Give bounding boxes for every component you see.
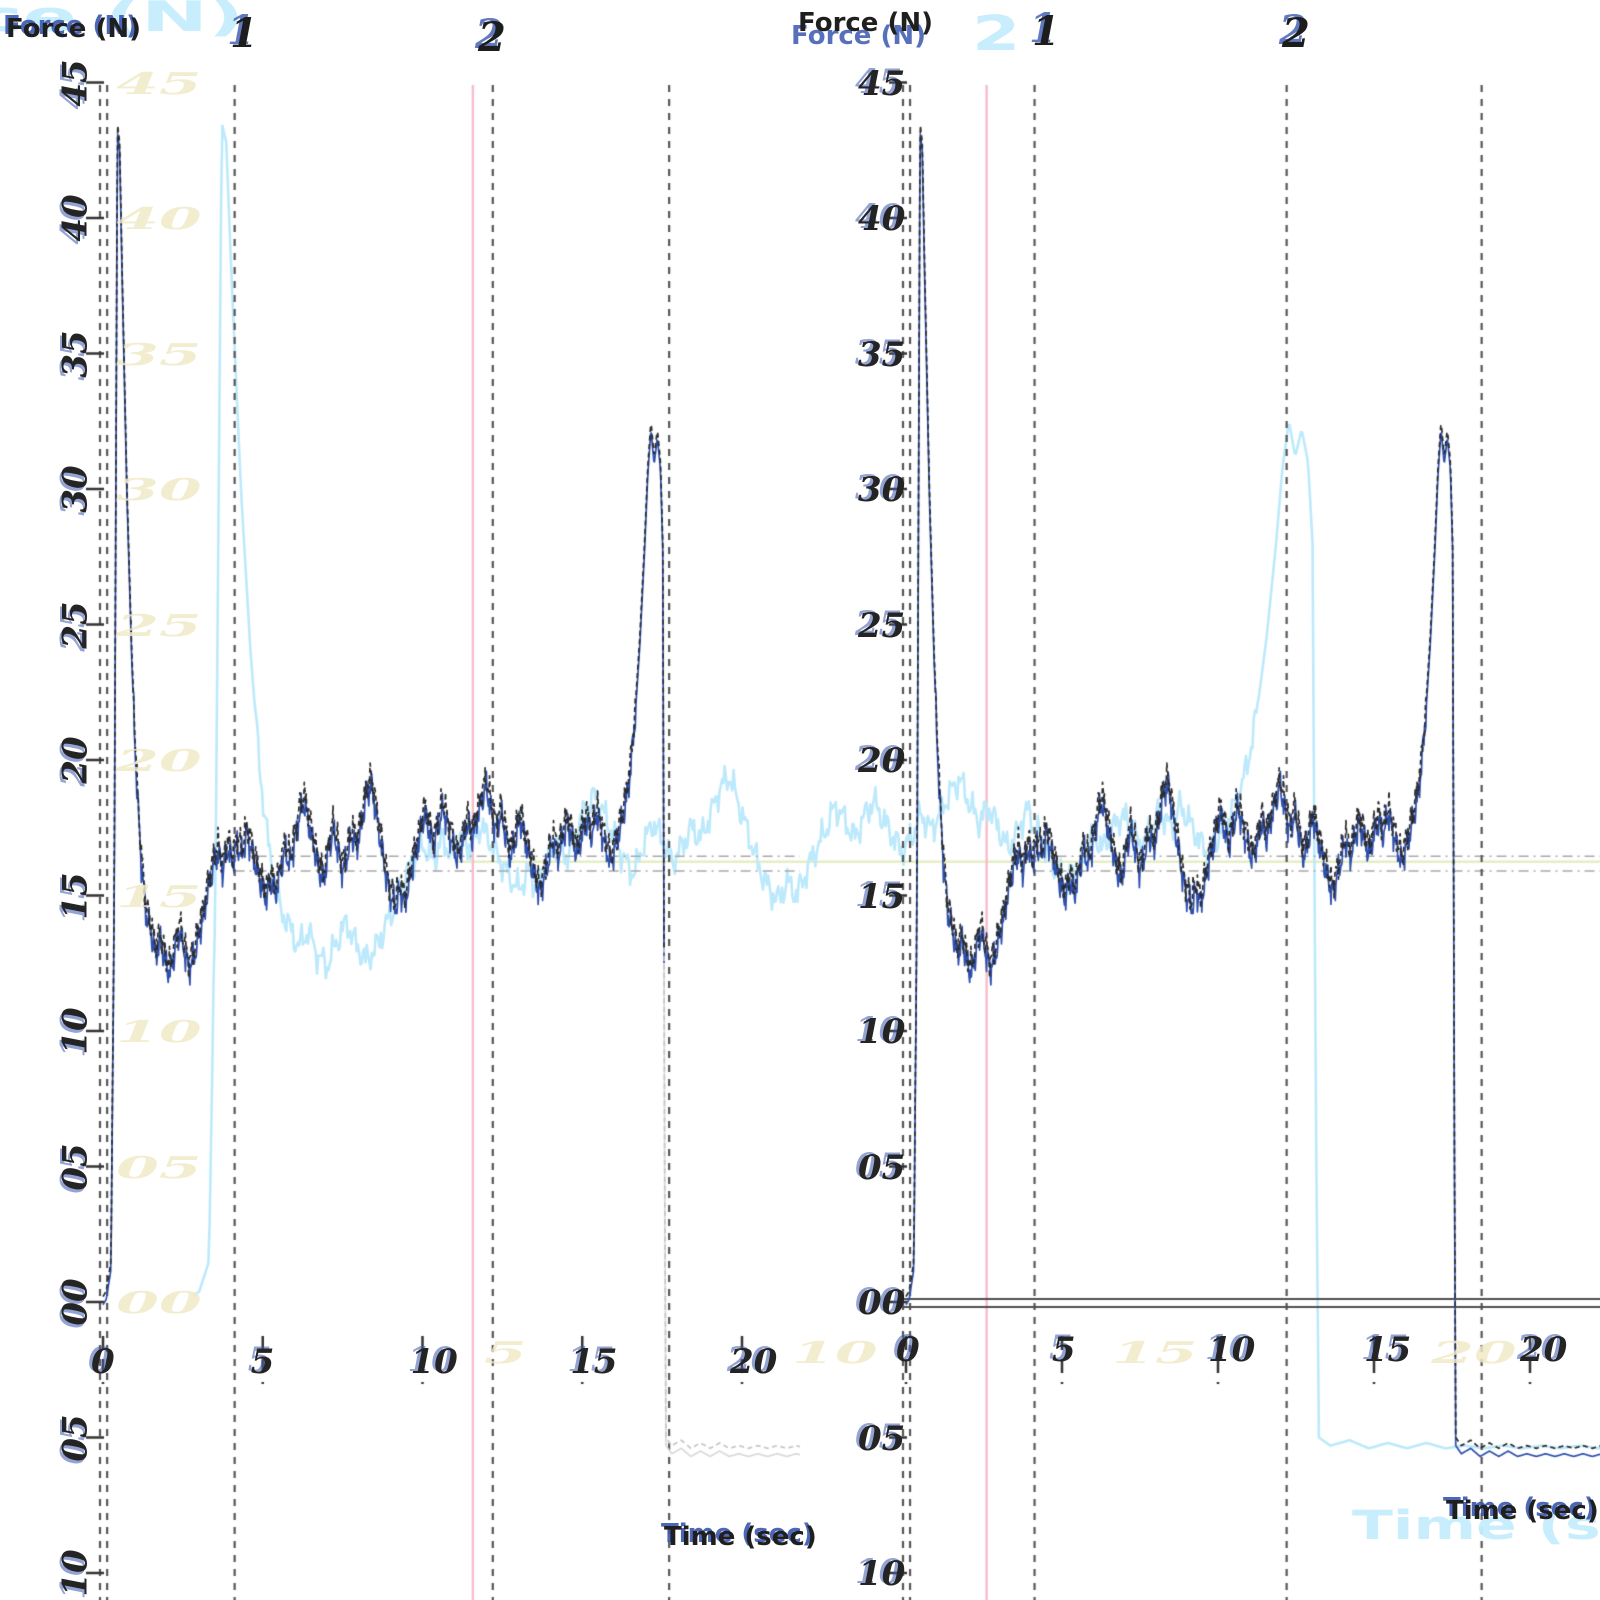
ghost-y-tick-label: 45 <box>116 66 202 102</box>
ghost-y-tick-label: 25 <box>116 608 202 644</box>
ghost-x-tick-label: 10 <box>792 1336 878 1371</box>
right-y-tick-label: 10 <box>858 1012 906 1052</box>
ghost-y-tick-label: 20 <box>116 744 202 779</box>
ghost-y-tick-label: 00 <box>116 1286 202 1321</box>
right-x-tick-label: 5 <box>1052 1330 1076 1370</box>
left-y-tick-label: 05 <box>55 1142 96 1191</box>
ghost-y-tick-label: 35 <box>116 337 202 373</box>
ghost-y-tick-label: 15 <box>116 879 202 915</box>
right-y-tick-label: 40 <box>858 199 906 239</box>
left-y-tick-label: 05 <box>55 1413 96 1462</box>
left-x-tick-label: 5 <box>250 1342 275 1382</box>
right-x-tick-label: 10 <box>1208 1330 1256 1370</box>
right-y-tick-label: 05 <box>858 1147 906 1188</box>
left-panel-y-axis-title: Force (N) <box>6 14 142 44</box>
left-y-tick-label: 20 <box>55 736 96 784</box>
right-y-tick-label: 30 <box>858 470 906 510</box>
right-panel-event-2-annotation: 2 <box>1282 10 1310 57</box>
ghost-x-tick-label: 5 <box>483 1336 527 1371</box>
left-y-tick-label: 40 <box>55 194 96 242</box>
right-x-tick-label: 20 <box>1520 1330 1568 1370</box>
ghost-y-tick-label: 40 <box>116 202 202 237</box>
ghost-x-axis-title: Time (sec) <box>1352 1503 1600 1549</box>
left-y-tick-label: 45 <box>55 58 96 107</box>
ghost-y-tick-label: 30 <box>116 473 202 508</box>
right-y-tick-label: 45 <box>858 63 906 104</box>
right-panel-event-1-annotation: 1 <box>1032 8 1060 55</box>
ghost-x-tick-label: 20 <box>1431 1336 1517 1371</box>
right-y-tick-label: 25 <box>858 605 906 646</box>
right-y-tick-label: 35 <box>858 334 906 375</box>
right-panel-y-axis-title: Force (N) <box>798 8 934 38</box>
right-y-tick-label: 05 <box>858 1418 906 1459</box>
left-y-tick-label: 00 <box>55 1278 96 1326</box>
right-y-tick-label: 00 <box>858 1283 906 1323</box>
left-y-tick-label: 10 <box>55 1007 96 1055</box>
left-y-tick-label: 10 <box>55 1549 96 1597</box>
ghost-event-2-annotation: 2 <box>972 6 1021 62</box>
left-x-tick-label: 20 <box>730 1342 778 1382</box>
left-x-tick-label: 0 <box>91 1342 115 1382</box>
right-panel-x-axis-title: Time (sec) <box>1446 1496 1599 1526</box>
left-panel-event-2-annotation: 2 <box>478 14 506 61</box>
left-panel-event-1-annotation: 1 <box>230 10 258 57</box>
ghost-x-tick-label: 15 <box>1111 1336 1198 1371</box>
ghost-y-axis-title: Force (N) <box>0 0 245 41</box>
left-x-tick-label: 15 <box>570 1342 618 1382</box>
right-x-tick-label: 15 <box>1364 1330 1412 1370</box>
left-y-tick-label: 35 <box>55 329 96 378</box>
left-y-tick-label: 25 <box>55 600 96 649</box>
ghost-y-tick-label: 05 <box>116 1150 202 1186</box>
right-x-tick-label: 0 <box>896 1330 920 1370</box>
left-x-tick-label: 10 <box>410 1342 458 1382</box>
left-panel-x-axis-title: Time (sec) <box>664 1522 817 1552</box>
right-y-tick-label: 15 <box>858 876 906 917</box>
ghost-y-tick-label: 10 <box>116 1015 202 1050</box>
right-y-tick-label: 20 <box>858 741 906 781</box>
left-y-tick-label: 15 <box>55 871 96 920</box>
left-y-tick-label: 30 <box>55 465 96 513</box>
right-y-tick-label: 10 <box>858 1554 906 1594</box>
